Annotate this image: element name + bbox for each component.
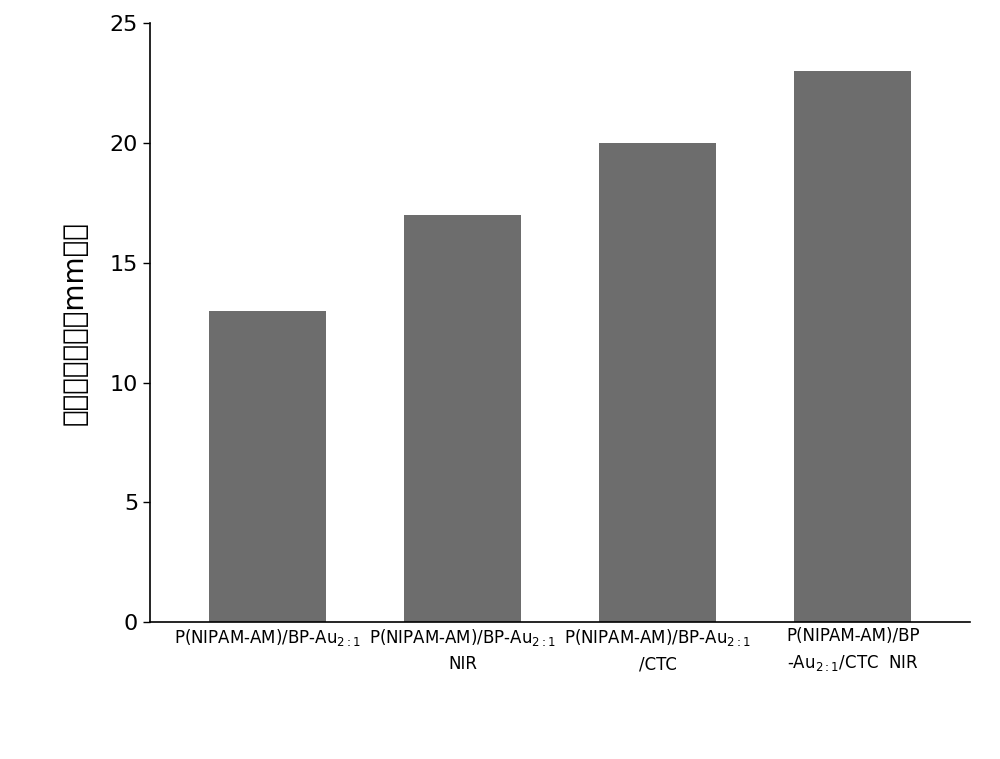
Bar bbox=[404, 215, 521, 622]
Y-axis label: 抑菌圈直径（　mm　）: 抑菌圈直径（ mm ） bbox=[61, 221, 89, 424]
Bar bbox=[794, 71, 911, 622]
Bar bbox=[209, 310, 326, 622]
Bar bbox=[599, 143, 716, 622]
